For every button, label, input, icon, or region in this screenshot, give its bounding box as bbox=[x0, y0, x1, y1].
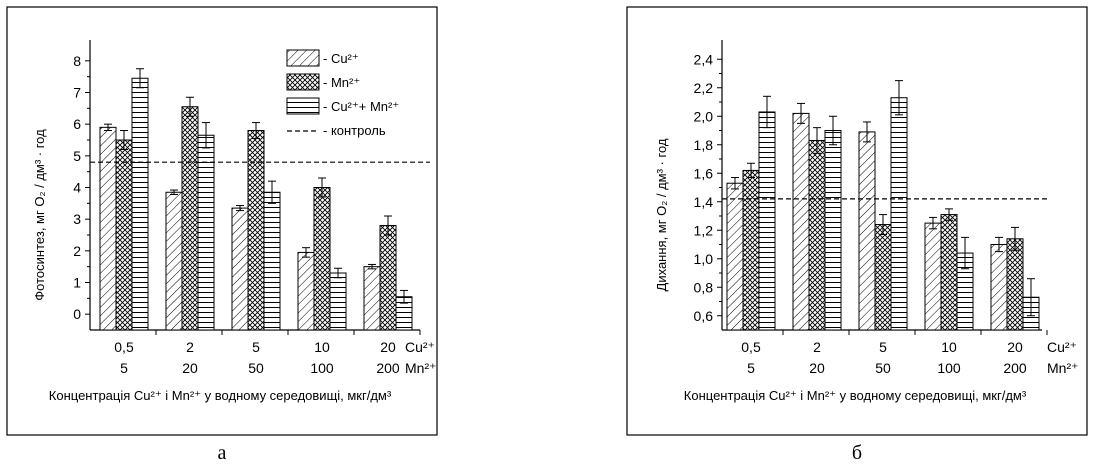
x-tick-label-mn: 20 bbox=[182, 360, 198, 376]
bar bbox=[363, 266, 381, 331]
x-tick-label-mn: 20 bbox=[809, 360, 825, 376]
legend-swatch-mn bbox=[286, 73, 320, 91]
x-tick-label-mn: 100 bbox=[310, 360, 334, 376]
bar bbox=[115, 139, 133, 331]
y-tick-label: 3 bbox=[73, 211, 81, 227]
bar bbox=[99, 126, 117, 331]
panel-b-xlabel: Концентрація Cu²⁺ і Mn²⁺ у водному серед… bbox=[684, 388, 1027, 403]
bar bbox=[890, 97, 908, 331]
bar bbox=[165, 191, 183, 331]
bar bbox=[379, 225, 397, 331]
x-tick-label-mn: 50 bbox=[248, 360, 264, 376]
panel-a-legend: - Cu²⁺ - Mn²⁺ - Cu²⁺+ Mn²⁺ - контроль bbox=[286, 49, 399, 138]
y-tick-label: 1,0 bbox=[694, 251, 714, 267]
x-tick-label-cu: 0,5 bbox=[114, 339, 134, 355]
x-tick-label-mn: 200 bbox=[376, 360, 400, 376]
panel-a-ylabel: Фотосинтез, мг O₂ / дм³ · год bbox=[32, 129, 47, 301]
panel-a-mn-tag: Mn²⁺ bbox=[405, 360, 437, 376]
panel-b-mn-tag: Mn²⁺ bbox=[1047, 360, 1079, 376]
bar bbox=[263, 191, 281, 331]
x-tick-label-cu: 10 bbox=[314, 339, 330, 355]
bar bbox=[131, 77, 149, 331]
bar bbox=[924, 222, 942, 331]
y-tick-label: 6 bbox=[73, 116, 81, 132]
x-tick-label-mn: 50 bbox=[875, 360, 891, 376]
panel-a-letter: а bbox=[218, 442, 227, 464]
y-tick-label: 0,6 bbox=[694, 308, 714, 324]
y-tick-label: 0 bbox=[73, 306, 81, 322]
x-tick-label-mn: 5 bbox=[120, 360, 128, 376]
panel-b-letter: б bbox=[852, 442, 862, 464]
bar bbox=[1006, 238, 1024, 331]
y-tick-label: 1,8 bbox=[694, 137, 714, 153]
y-tick-label: 2,4 bbox=[694, 51, 714, 67]
y-tick-label: 2,2 bbox=[694, 80, 714, 96]
x-tick-label-cu: 20 bbox=[1007, 339, 1023, 355]
y-tick-label: 4 bbox=[73, 180, 81, 196]
bar bbox=[858, 131, 876, 331]
legend-label-cumn: - Cu²⁺+ Mn²⁺ bbox=[323, 99, 399, 114]
y-tick-label: 7 bbox=[73, 85, 81, 101]
legend-swatch-cumn bbox=[286, 97, 320, 115]
bar bbox=[181, 106, 199, 331]
y-tick-label: 1 bbox=[73, 275, 81, 291]
y-tick-label: 1,6 bbox=[694, 165, 714, 181]
y-tick-label: 1,2 bbox=[694, 222, 714, 238]
panel-b-frame bbox=[626, 6, 1088, 436]
panel-b: Дихання, мг O₂ / дм³ · год Концентрація … bbox=[626, 6, 1088, 464]
x-tick-label-cu: 20 bbox=[380, 339, 396, 355]
y-tick-label: 5 bbox=[73, 148, 81, 164]
bar bbox=[297, 251, 315, 331]
bar bbox=[758, 111, 776, 331]
bar bbox=[329, 272, 347, 331]
x-tick-label-cu: 0,5 bbox=[741, 339, 761, 355]
panel-b-cu-tag: Cu²⁺ bbox=[1047, 339, 1077, 355]
bar bbox=[197, 134, 215, 331]
bar bbox=[824, 130, 842, 331]
panel-a-frame bbox=[6, 6, 438, 436]
bar bbox=[792, 112, 810, 331]
x-tick-label-cu: 2 bbox=[813, 339, 821, 355]
bar bbox=[231, 207, 249, 331]
legend-label-control: - контроль bbox=[323, 123, 386, 138]
panel-b-ylabel: Дихання, мг O₂ / дм³ · год bbox=[654, 138, 669, 291]
x-tick-label-mn: 5 bbox=[747, 360, 755, 376]
panel-b-plot-area: 0,6 0,8 1,0 1,2 1,4 1,6 1,8 2,0 2,2 2,4 0,5 5 2 20 5 50… bbox=[694, 40, 1050, 376]
bar bbox=[940, 214, 958, 331]
x-tick-label-mn: 200 bbox=[1003, 360, 1027, 376]
x-tick-label-mn: 100 bbox=[937, 360, 961, 376]
bar bbox=[808, 139, 826, 331]
panel-a-xlabel: Концентрація Cu²⁺ і Mn²⁺ у водному серед… bbox=[49, 388, 392, 403]
x-tick-label-cu: 5 bbox=[252, 339, 260, 355]
bar bbox=[726, 182, 744, 331]
legend-label-cu: - Cu²⁺ bbox=[323, 51, 359, 66]
y-tick-label: 2 bbox=[73, 243, 81, 259]
y-tick-label: 8 bbox=[73, 53, 81, 69]
x-tick-label-cu: 2 bbox=[186, 339, 194, 355]
bar bbox=[990, 244, 1008, 331]
panel-a: Фотосинтез, мг O₂ / дм³ · год Концентрац… bbox=[6, 6, 438, 464]
panel-a-plot-area: 0 1 2 3 4 5 6 7 8 0,5 5 2 20 5 50 10 100 20 200 bbox=[73, 40, 430, 376]
panel-a-cu-tag: Cu²⁺ bbox=[405, 339, 435, 355]
legend-label-mn: - Mn²⁺ bbox=[323, 75, 360, 90]
legend-swatch-cu bbox=[286, 49, 320, 67]
bar bbox=[874, 224, 892, 331]
bar bbox=[247, 130, 265, 331]
y-tick-label: 2,0 bbox=[694, 108, 714, 124]
x-tick-label-cu: 10 bbox=[941, 339, 957, 355]
x-tick-label-cu: 5 bbox=[879, 339, 887, 355]
y-tick-label: 1,4 bbox=[694, 194, 714, 210]
bar bbox=[313, 187, 331, 331]
y-tick-label: 0,8 bbox=[694, 279, 714, 295]
bar bbox=[742, 169, 760, 331]
